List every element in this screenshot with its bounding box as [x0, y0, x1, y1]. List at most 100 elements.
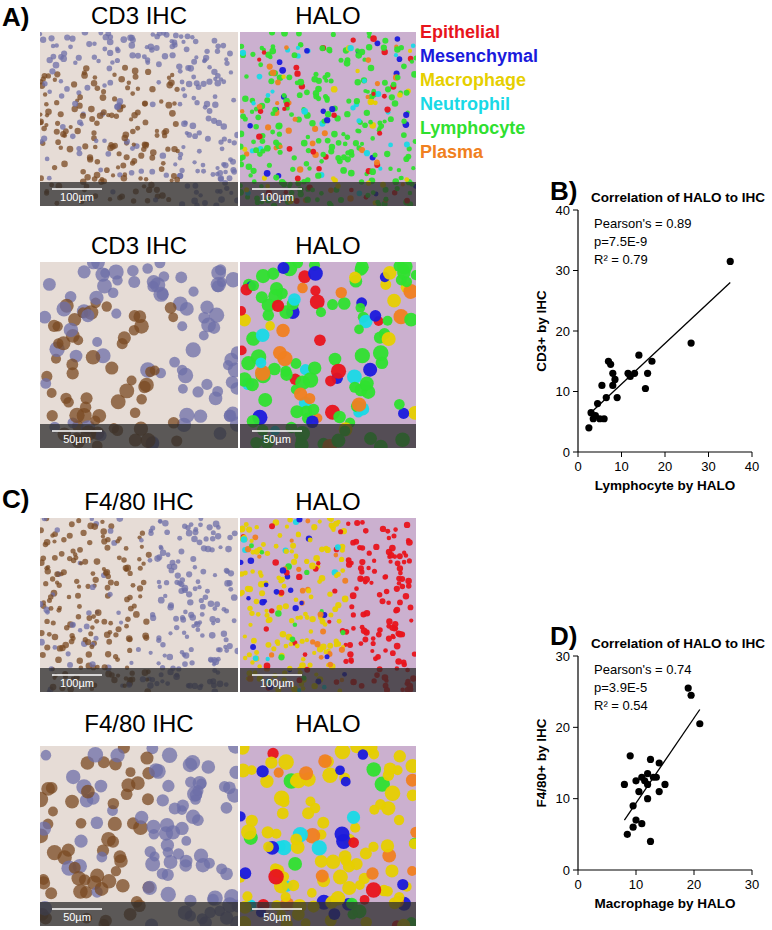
- cell-decoration: [411, 166, 415, 170]
- cell-decoration: [40, 821, 51, 835]
- cell-decoration: [186, 132, 192, 138]
- cell-decoration: [173, 121, 179, 127]
- cell-decoration: [372, 559, 376, 563]
- cell-decoration: [282, 93, 287, 98]
- cell-decoration: [165, 102, 172, 109]
- cell-decoration: [305, 177, 310, 182]
- cell-decoration: [312, 651, 316, 655]
- cell-decoration: [408, 604, 414, 610]
- cell-decoration: [287, 518, 292, 522]
- cell-decoration: [231, 98, 236, 103]
- cell-decoration: [284, 102, 289, 107]
- cell-decoration: [217, 647, 222, 652]
- cell-decoration: [69, 36, 75, 42]
- cell-decoration: [413, 55, 416, 60]
- cell-decoration: [47, 388, 57, 398]
- scale-bar-background: [40, 902, 238, 926]
- cell-decoration: [88, 631, 93, 636]
- cell-decoration: [143, 881, 157, 895]
- cell-decoration: [382, 332, 396, 346]
- cell-decoration: [117, 151, 122, 156]
- cell-decoration: [340, 568, 345, 573]
- cell-decoration: [397, 553, 403, 559]
- cell-decoration: [333, 411, 346, 424]
- cell-decoration: [117, 536, 122, 541]
- cell-decoration: [88, 106, 95, 113]
- cell-decoration: [194, 849, 208, 863]
- cell-decoration: [284, 644, 289, 649]
- cell-decoration: [177, 321, 187, 331]
- cell-decoration: [375, 654, 381, 660]
- cell-decoration: [333, 553, 338, 558]
- cell-decoration: [210, 172, 215, 177]
- cell-decoration: [77, 547, 83, 553]
- cell-decoration: [384, 106, 390, 112]
- cell-decoration: [58, 54, 64, 60]
- cell-decoration: [113, 632, 118, 637]
- cell-decoration: [240, 527, 245, 532]
- cell-decoration: [149, 47, 155, 53]
- cell-decoration: [94, 619, 99, 624]
- cell-decoration: [339, 58, 344, 63]
- cell-decoration: [124, 154, 130, 160]
- cell-decoration: [183, 758, 197, 772]
- cell-decoration: [404, 313, 416, 327]
- cell-decoration: [260, 138, 266, 144]
- cell-decoration: [216, 657, 221, 662]
- cell-decoration: [44, 539, 51, 546]
- cell-decoration: [360, 520, 365, 525]
- cell-decoration: [294, 597, 299, 602]
- cell-decoration: [408, 406, 416, 420]
- cell-decoration: [116, 165, 120, 169]
- cell-decoration: [351, 626, 356, 631]
- cell-decoration: [286, 127, 292, 133]
- cell-decoration: [186, 342, 201, 357]
- cell-decoration: [212, 102, 218, 108]
- cell-decoration: [322, 130, 328, 136]
- cell-decoration: [388, 143, 393, 148]
- cell-decoration: [354, 586, 359, 591]
- cell-decoration: [156, 554, 162, 560]
- cell-decoration: [61, 537, 66, 542]
- cell-decoration: [240, 306, 246, 316]
- cell-decoration: [190, 122, 197, 129]
- cell-decoration: [91, 817, 104, 830]
- cell-decoration: [310, 294, 325, 309]
- cell-decoration: [258, 62, 263, 67]
- cell-decoration: [40, 874, 49, 885]
- cell-decoration: [411, 71, 416, 78]
- cell-decoration: [150, 366, 160, 376]
- cell-decoration: [104, 545, 110, 551]
- cell-decoration: [54, 571, 60, 577]
- cell-decoration: [40, 555, 46, 561]
- cell-decoration: [401, 132, 407, 138]
- cell-decoration: [380, 526, 386, 532]
- cell-decoration: [246, 527, 252, 533]
- cell-decoration: [228, 746, 238, 754]
- image-title: F4/80 IHC: [84, 710, 193, 737]
- cell-decoration: [329, 353, 342, 366]
- cell-decoration: [256, 269, 270, 283]
- cell-decoration: [376, 632, 382, 638]
- cell-decoration: [304, 90, 310, 96]
- cell-decoration: [41, 750, 52, 761]
- cell-decoration: [401, 119, 406, 124]
- cell-decoration: [160, 642, 165, 647]
- cell-decoration: [45, 157, 50, 162]
- cell-decoration: [228, 587, 233, 592]
- cell-decoration: [391, 534, 396, 539]
- cell-decoration: [285, 525, 289, 529]
- cell-decoration: [271, 646, 276, 651]
- cell-decoration: [251, 139, 256, 144]
- cell-decoration: [206, 116, 212, 122]
- cell-decoration: [156, 61, 162, 67]
- cell-decoration: [249, 539, 253, 543]
- cell-decoration: [402, 662, 407, 667]
- cell-decoration: [264, 609, 268, 613]
- cell-decoration: [263, 599, 267, 603]
- cell-decoration: [90, 518, 94, 521]
- cell-decoration: [40, 792, 48, 808]
- cell-decoration: [366, 44, 372, 50]
- cell-decoration: [180, 855, 193, 868]
- cell-decoration: [176, 559, 181, 564]
